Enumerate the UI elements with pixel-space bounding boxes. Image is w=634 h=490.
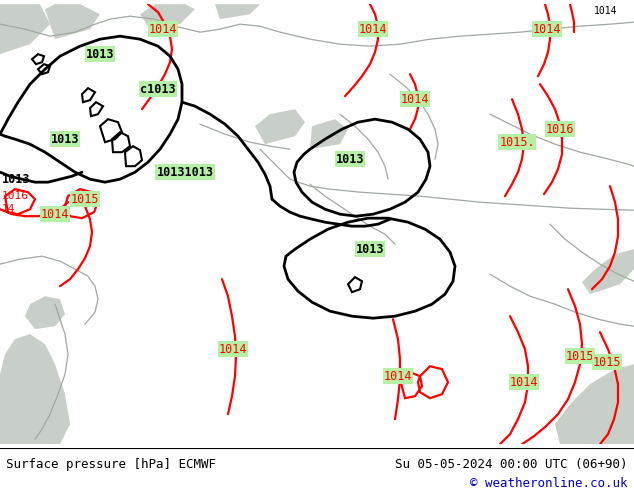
Text: 1014: 1014 [384, 369, 412, 383]
Text: © weatheronline.co.uk: © weatheronline.co.uk [470, 477, 628, 490]
Text: 1013: 1013 [2, 172, 30, 186]
Text: Su 05-05-2024 00:00 UTC (06+90): Su 05-05-2024 00:00 UTC (06+90) [395, 458, 628, 471]
Text: 1015: 1015 [566, 350, 594, 363]
Polygon shape [0, 334, 70, 444]
Text: 1014: 1014 [219, 343, 247, 356]
Text: 1014: 1014 [510, 376, 538, 389]
Text: 1015: 1015 [71, 193, 100, 206]
Polygon shape [582, 249, 634, 294]
Text: 1015: 1015 [593, 356, 621, 368]
Polygon shape [310, 119, 348, 149]
Polygon shape [555, 364, 634, 444]
Text: 1014: 1014 [401, 93, 429, 106]
Text: 1014: 1014 [533, 23, 561, 36]
Text: 1015.: 1015. [499, 136, 535, 148]
Polygon shape [255, 109, 305, 144]
Text: 1016: 1016 [2, 191, 29, 201]
Polygon shape [140, 4, 195, 29]
Text: 1014: 1014 [149, 23, 178, 36]
Text: 1014: 1014 [41, 208, 69, 220]
Polygon shape [25, 296, 65, 329]
Text: Surface pressure [hPa] ECMWF: Surface pressure [hPa] ECMWF [6, 458, 216, 471]
Text: 1014: 1014 [594, 6, 618, 16]
Polygon shape [0, 4, 50, 54]
Text: 1014: 1014 [359, 23, 387, 36]
Text: 10131013: 10131013 [157, 166, 214, 179]
Text: 1016: 1016 [546, 122, 574, 136]
Text: 14: 14 [2, 204, 15, 214]
Text: 1013: 1013 [336, 153, 365, 166]
Text: 1013: 1013 [86, 48, 114, 61]
Text: 1013: 1013 [356, 243, 384, 256]
Polygon shape [45, 4, 100, 39]
Text: 1013: 1013 [51, 133, 79, 146]
Polygon shape [215, 4, 260, 19]
Text: c1013: c1013 [140, 83, 176, 96]
